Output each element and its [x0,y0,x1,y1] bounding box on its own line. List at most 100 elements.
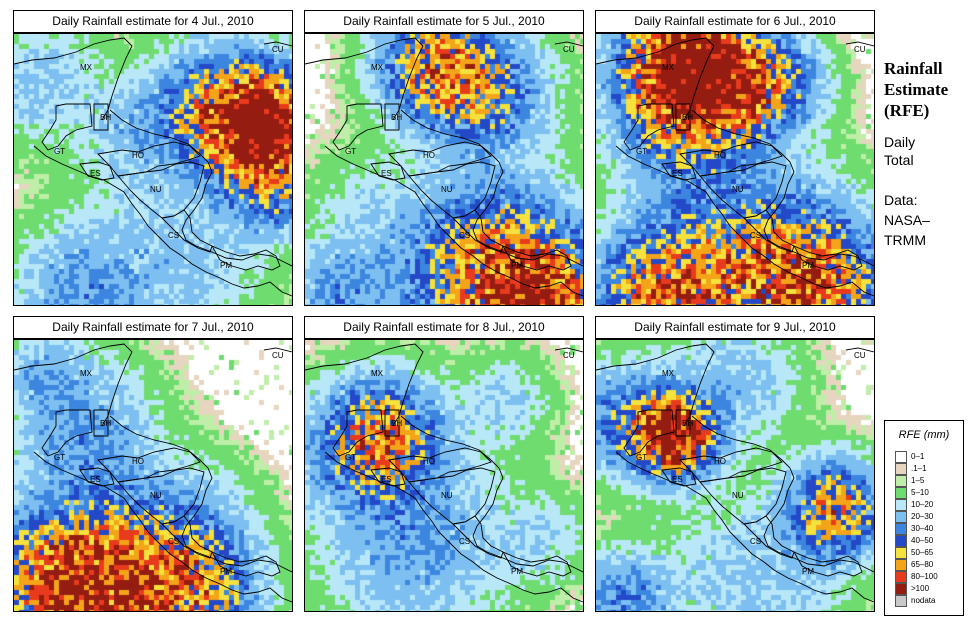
country-border [305,343,424,427]
rainfall-raster [14,340,292,611]
country-border [14,37,133,121]
figure-title: Rainfall Estimate (RFE) [884,59,949,120]
legend-swatch [895,571,907,583]
country-border [33,145,292,297]
rainfall-map: MX BH GT HO ES NU CS PM CU [304,33,584,306]
country-label-mx: MX [662,63,674,72]
country-border [93,103,109,131]
country-label-cs: CS [168,537,180,546]
rfe-legend: RFE (mm) 0–1 .1–1 1–5 5–10 10–20 20–30 30–40 40… [884,420,964,616]
country-border [305,37,424,121]
coastline-overlay [14,37,292,297]
country-label-cu: CU [272,351,284,360]
country-border [472,467,583,573]
legend-swatch [895,535,907,547]
rainfall-map: MX BH GT HO ES NU CS PM CU [304,339,584,612]
legend-label: >100 [911,584,930,593]
legend-swatch [895,475,907,487]
country-label-nu: NU [441,491,453,500]
legend-swatch [895,511,907,523]
country-border [661,161,697,181]
source-label-1: Data: [884,192,918,208]
legend-label: 40–50 [911,536,934,545]
country-border [691,109,791,163]
legend-label: 0–1 [911,452,925,461]
country-label-bh: BH [682,113,694,122]
country-label-es: ES [90,475,101,484]
panel-title: Daily Rainfall estimate for 7 Jul., 2010 [13,316,293,339]
country-label-gt: GT [345,453,357,462]
country-border [792,551,863,577]
country-border [699,467,787,525]
country-border [675,103,691,131]
rainfall-map: MX BH GT HO ES NU CS PM CU [13,33,293,306]
legend-label: 20–30 [911,512,934,521]
rainfall-panel-jul-5: Daily Rainfall estimate for 5 Jul., 2010… [304,10,584,306]
country-border [763,161,874,267]
legend-swatch [895,487,907,499]
rainfall-raster [596,34,874,305]
legend-label: 1–5 [911,476,925,485]
rainfall-panel-jul-8: Daily Rainfall estimate for 8 Jul., 2010… [304,316,584,612]
country-label-cu: CU [563,351,575,360]
country-border [763,467,874,573]
country-border [400,109,500,163]
country-label-bh: BH [391,113,403,122]
country-border [554,347,583,353]
country-border [324,451,583,603]
legend-swatch [895,583,907,595]
country-border [384,409,400,437]
rainfall-raster [305,340,583,611]
country-border [161,209,213,253]
legend-label: nodata [911,596,936,605]
country-label-ho: HO [132,151,144,160]
legend-label: 10–20 [911,500,934,509]
country-border [596,343,715,427]
coastline-overlay [14,343,292,603]
country-border [596,37,715,121]
country-label-cu: CU [854,351,866,360]
period-label-1: Daily [884,134,916,150]
country-border [263,347,292,353]
legend-label: 80–100 [911,572,938,581]
country-border [845,347,874,353]
rainfall-raster [305,34,583,305]
country-border [623,103,675,151]
country-border [388,141,492,177]
source-label-2: NASA– [884,212,930,228]
country-label-mx: MX [80,63,92,72]
country-border [408,467,496,525]
country-border [332,103,384,151]
country-label-es: ES [672,169,683,178]
country-label-nu: NU [441,185,453,194]
country-border [679,141,783,177]
country-border [210,245,281,271]
country-border [472,161,583,267]
rainfall-raster [596,340,874,611]
country-border [97,447,201,483]
country-label-nu: NU [732,491,744,500]
country-border [408,161,496,219]
country-border [33,451,292,603]
legend-label: 5–10 [911,488,929,497]
country-label-gt: GT [636,453,648,462]
country-label-es: ES [672,475,683,484]
country-label-nu: NU [732,185,744,194]
country-label-bh: BH [100,113,112,122]
country-label-gt: GT [345,147,357,156]
country-border [181,161,292,267]
country-label-cs: CS [750,537,762,546]
legend-swatch [895,499,907,511]
period-label-2: Total [884,152,914,168]
country-label-cu: CU [854,45,866,54]
legend-swatch [895,463,907,475]
country-label-pm: PM [220,567,232,576]
country-border [661,467,697,487]
country-border [388,447,492,483]
legend-title: RFE (mm) [898,429,950,441]
country-border [97,141,201,177]
country-label-mx: MX [662,369,674,378]
country-border [332,409,384,457]
country-label-pm: PM [511,261,523,270]
rainfall-panel-jul-9: Daily Rainfall estimate for 9 Jul., 2010… [595,316,875,612]
